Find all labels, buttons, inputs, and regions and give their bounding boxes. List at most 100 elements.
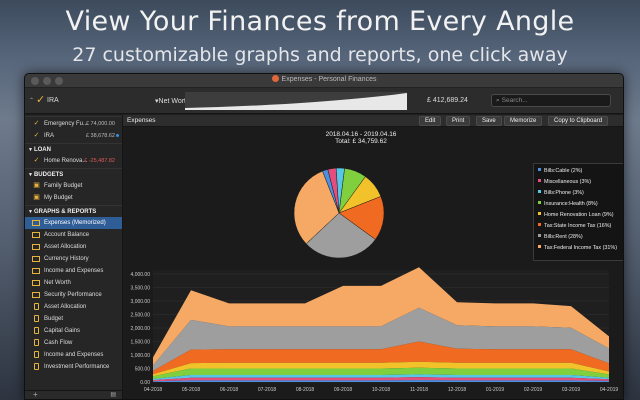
y-tick-label: 2,500.00	[131, 313, 151, 319]
legend-swatch	[538, 234, 541, 237]
x-tick-label: 11-2018	[410, 387, 428, 393]
legend-entry: Bills:Phone (3%)	[538, 188, 623, 199]
chart-icon	[32, 244, 40, 250]
disclosure-triangle-icon: ▼	[28, 147, 33, 153]
legend-swatch	[538, 223, 541, 226]
area-series	[153, 367, 609, 379]
account-selector[interactable]: IRA	[47, 97, 59, 104]
zoom-window-button[interactable]	[55, 77, 63, 85]
report-header: Expenses Edit Print Save Memorize Copy t…	[123, 115, 623, 127]
sidebar-item-graph[interactable]: Capital Gains	[25, 325, 122, 337]
x-tick-label: 01-2019	[486, 387, 505, 393]
pie-slice	[293, 170, 340, 245]
legend-entry: Bills:Cable (2%)	[538, 166, 623, 177]
add-icon[interactable]: +	[33, 390, 38, 399]
y-tick-label: 1,000.00	[131, 353, 151, 359]
sidebar-item-graph[interactable]: Currency History	[25, 253, 122, 265]
sidebar-item-family-budget[interactable]: ▣ Family Budget	[25, 180, 122, 192]
sidebar-item-graph[interactable]: Cash Flow	[25, 337, 122, 349]
search-icon: ⌕	[496, 97, 500, 104]
sidebar-item-graph[interactable]: Asset Allocation	[25, 301, 122, 313]
toolbar: ⌃ ✓ IRA ▾Net Worth: £ 412,689.24 ⌕ Search…	[25, 88, 623, 114]
sidebar-item-label: IRA	[44, 133, 55, 139]
chart-area: 2018.04.16 - 2019.04.16 Total: £ 34,759.6…	[123, 127, 623, 399]
x-tick-label: 03-2019	[562, 387, 581, 393]
pie-slice	[305, 212, 376, 259]
print-button[interactable]: Print	[446, 116, 471, 126]
legend-label: Home Renovation Loan (9%)	[544, 212, 614, 218]
disclosure-triangle-icon: ▼	[28, 172, 33, 178]
x-tick-label: 06-2018	[220, 387, 239, 393]
legend-entry: Tax:State Income Tax (16%)	[538, 221, 623, 232]
y-tick-label: 3,500.00	[131, 286, 151, 292]
close-window-button[interactable]	[31, 77, 39, 85]
legend-label: Insurance:Health (8%)	[544, 201, 598, 207]
sidebar: ✓ Emergency Fu... £ 74,000.00 ✓ IRA £ 38…	[25, 115, 123, 399]
sidebar-item-label: Family Budget	[44, 183, 83, 189]
area-series	[153, 374, 609, 381]
section-header-budgets[interactable]: ▼BUDGETS	[25, 170, 122, 180]
sidebar-item-graph[interactable]: Investment Performance	[25, 361, 122, 373]
chart-icon	[32, 232, 40, 238]
minimize-window-button[interactable]	[43, 77, 51, 85]
checkmark-icon: ✓	[33, 120, 40, 127]
search-input[interactable]: ⌕ Search...	[491, 94, 611, 107]
divider	[25, 168, 122, 169]
checkmark-icon: ✓	[36, 94, 46, 106]
sidebar-item-label: Emergency Fu...	[44, 121, 89, 127]
report-icon	[34, 303, 39, 310]
legend-entry: Home Renovation Loan (9%)	[538, 210, 623, 221]
memorize-button[interactable]: Memorize	[504, 116, 543, 126]
sidebar-item-label: Expenses (Memorized)	[44, 220, 106, 226]
sidebar-item-graph[interactable]: Budget	[25, 313, 122, 325]
divider	[25, 143, 122, 144]
sidebar-item-graph[interactable]: Income and Expenses	[25, 349, 122, 361]
section-header-label: LOAN	[33, 147, 51, 153]
legend-swatch	[538, 179, 541, 182]
net-worth-label-text: Net Worth:	[158, 98, 192, 105]
legend-label: Bills:Rent (28%)	[544, 234, 583, 240]
disclosure-icon: ▾	[155, 98, 159, 105]
y-tick-label: 1,500.00	[131, 340, 151, 346]
report-icon	[34, 363, 39, 370]
action-menu-icon[interactable]: ▤	[110, 392, 116, 398]
disclosure-triangle-icon: ▼	[28, 209, 33, 215]
sidebar-item-label: Home Renova...	[44, 158, 88, 164]
unread-indicator	[116, 134, 119, 137]
x-tick-label: 05-2018	[182, 387, 201, 393]
search-placeholder: Search...	[501, 97, 528, 104]
window-title: Expenses - Personal Finances	[25, 75, 623, 83]
x-tick-label: 08-2018	[296, 387, 315, 393]
chevron-updown-icon[interactable]: ⌃	[29, 98, 35, 104]
edit-button[interactable]: Edit	[419, 116, 442, 126]
sidebar-item-label: Budget	[44, 316, 64, 322]
x-tick-label: 12-2018	[448, 387, 467, 393]
sidebar-item-graph[interactable]: Expenses (Memorized)	[25, 217, 122, 229]
sidebar-item-label: Asset Allocation	[44, 244, 87, 250]
section-header-graphs-reports[interactable]: ▼GRAPHS & REPORTS	[25, 207, 122, 217]
sidebar-item-graph[interactable]: Income and Expenses	[25, 265, 122, 277]
net-worth-label[interactable]: ▾Net Worth:	[155, 97, 192, 105]
sidebar-item-home-renovation[interactable]: ✓ Home Renova... £ -25,487.82	[25, 155, 122, 167]
sidebar-item-label: Capital Gains	[44, 328, 81, 334]
sidebar-item-graph[interactable]: Account Balance	[25, 229, 122, 241]
sidebar-item-label: Income and Expenses	[44, 268, 104, 274]
chart-icon	[32, 256, 40, 262]
area-series	[153, 380, 609, 382]
legend-swatch	[538, 168, 541, 171]
sidebar-item-ira[interactable]: ✓ IRA £ 38,678.62	[25, 130, 122, 142]
sidebar-item-graph[interactable]: Security Performance	[25, 289, 122, 301]
sidebar-item-graph[interactable]: Net Worth	[25, 277, 122, 289]
legend-swatch	[538, 245, 541, 248]
sidebar-item-graph[interactable]: Asset Allocation	[25, 241, 122, 253]
section-header-loan[interactable]: ▼LOAN	[25, 145, 122, 155]
pie-legend: Bills:Cable (2%) Miscellaneous (3%) Bills:…	[533, 163, 623, 261]
copy-to-clipboard-button[interactable]: Copy to Clipboard	[548, 116, 609, 126]
x-tick-label: 09-2018	[334, 387, 353, 393]
report-icon	[34, 339, 39, 346]
pie-title: 2018.04.16 - 2019.04.16	[326, 131, 397, 138]
save-button[interactable]: Save	[476, 116, 502, 126]
legend-swatch	[538, 212, 541, 215]
sidebar-item-my-budget[interactable]: ▣ My Budget	[25, 192, 122, 204]
sidebar-item-emergency-fund[interactable]: ✓ Emergency Fu... £ 74,000.00	[25, 118, 122, 130]
